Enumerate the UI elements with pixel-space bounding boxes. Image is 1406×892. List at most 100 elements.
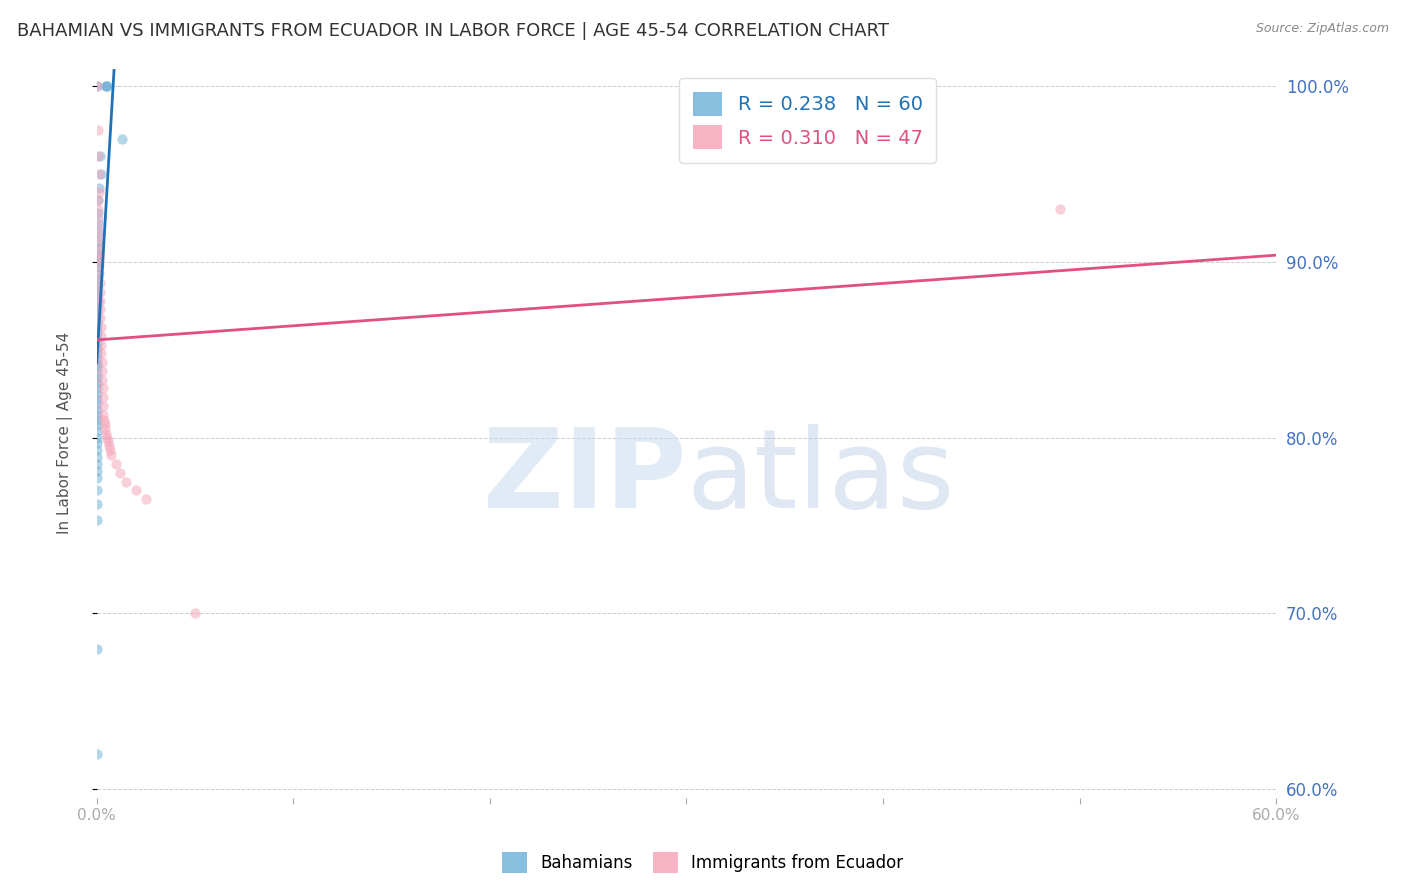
Point bbox=[89, 181, 111, 195]
Point bbox=[86, 641, 108, 656]
Point bbox=[89, 285, 111, 299]
Point bbox=[86, 330, 108, 344]
Point bbox=[89, 149, 111, 163]
Point bbox=[86, 341, 108, 355]
Point bbox=[90, 328, 112, 343]
Point bbox=[87, 225, 110, 239]
Point bbox=[86, 79, 108, 94]
Point bbox=[105, 457, 128, 471]
Point bbox=[89, 259, 111, 273]
Point bbox=[86, 431, 108, 445]
Point bbox=[87, 205, 110, 219]
Point bbox=[98, 442, 121, 457]
Point bbox=[89, 276, 111, 290]
Point bbox=[87, 252, 110, 266]
Point bbox=[91, 399, 114, 413]
Point bbox=[1049, 202, 1071, 216]
Point bbox=[89, 311, 111, 326]
Point bbox=[86, 402, 108, 417]
Text: atlas: atlas bbox=[686, 424, 955, 531]
Point bbox=[135, 492, 157, 507]
Point bbox=[86, 299, 108, 313]
Point bbox=[87, 237, 110, 252]
Point bbox=[90, 346, 112, 360]
Point bbox=[115, 475, 138, 489]
Point bbox=[87, 149, 110, 163]
Point bbox=[86, 272, 108, 286]
Point bbox=[86, 442, 108, 457]
Point bbox=[111, 132, 134, 146]
Point bbox=[86, 283, 108, 297]
Point bbox=[90, 320, 112, 334]
Point bbox=[86, 498, 108, 512]
Point bbox=[93, 417, 115, 431]
Point bbox=[86, 293, 108, 308]
Point bbox=[87, 202, 110, 216]
Point bbox=[86, 357, 108, 371]
Point bbox=[86, 471, 108, 485]
Point bbox=[86, 346, 108, 360]
Point bbox=[86, 335, 108, 350]
Point bbox=[86, 408, 108, 422]
Text: BAHAMIAN VS IMMIGRANTS FROM ECUADOR IN LABOR FORCE | AGE 45-54 CORRELATION CHART: BAHAMIAN VS IMMIGRANTS FROM ECUADOR IN L… bbox=[17, 22, 889, 40]
Point bbox=[86, 457, 108, 471]
Point bbox=[86, 413, 108, 427]
Point bbox=[86, 351, 108, 366]
Point bbox=[89, 185, 111, 199]
Point bbox=[86, 386, 108, 401]
Point bbox=[86, 483, 108, 498]
Point bbox=[91, 381, 114, 395]
Point bbox=[86, 747, 108, 761]
Point bbox=[96, 79, 118, 94]
Point bbox=[87, 211, 110, 225]
Point bbox=[97, 440, 120, 454]
Point bbox=[87, 260, 110, 275]
Point bbox=[89, 293, 111, 308]
Point bbox=[97, 434, 120, 449]
Point bbox=[86, 397, 108, 411]
Point bbox=[86, 325, 108, 339]
Point bbox=[86, 79, 108, 94]
Point bbox=[87, 167, 110, 181]
Point bbox=[94, 422, 117, 436]
Point bbox=[86, 288, 108, 302]
Point bbox=[91, 373, 114, 387]
Point bbox=[125, 483, 148, 498]
Legend: Bahamians, Immigrants from Ecuador: Bahamians, Immigrants from Ecuador bbox=[496, 846, 910, 880]
Point bbox=[110, 466, 132, 480]
Point bbox=[86, 360, 108, 375]
Point bbox=[86, 310, 108, 324]
Point bbox=[86, 277, 108, 292]
Point bbox=[86, 436, 108, 450]
Point bbox=[87, 241, 110, 255]
Point bbox=[96, 79, 118, 94]
Text: Source: ZipAtlas.com: Source: ZipAtlas.com bbox=[1256, 22, 1389, 36]
Point bbox=[86, 464, 108, 478]
Point bbox=[86, 320, 108, 334]
Point bbox=[87, 194, 110, 208]
Point bbox=[90, 167, 112, 181]
Point bbox=[86, 371, 108, 385]
Point bbox=[86, 366, 108, 380]
Point bbox=[91, 408, 114, 422]
Point bbox=[86, 392, 108, 406]
Point bbox=[94, 427, 117, 442]
Point bbox=[86, 248, 108, 262]
Legend: R = 0.238   N = 60, R = 0.310   N = 47: R = 0.238 N = 60, R = 0.310 N = 47 bbox=[679, 78, 936, 162]
Point bbox=[87, 194, 110, 208]
Point bbox=[93, 413, 115, 427]
Point bbox=[96, 431, 118, 445]
Point bbox=[96, 79, 118, 94]
Point bbox=[184, 607, 207, 621]
Point bbox=[100, 448, 122, 462]
Point bbox=[86, 315, 108, 329]
Point bbox=[86, 267, 108, 281]
Point bbox=[90, 355, 112, 369]
Y-axis label: In Labor Force | Age 45-54: In Labor Force | Age 45-54 bbox=[58, 332, 73, 534]
Point bbox=[90, 364, 112, 378]
Point bbox=[91, 390, 114, 404]
Point bbox=[87, 228, 110, 243]
Point bbox=[86, 424, 108, 438]
Point bbox=[89, 267, 111, 281]
Text: ZIP: ZIP bbox=[484, 424, 686, 531]
